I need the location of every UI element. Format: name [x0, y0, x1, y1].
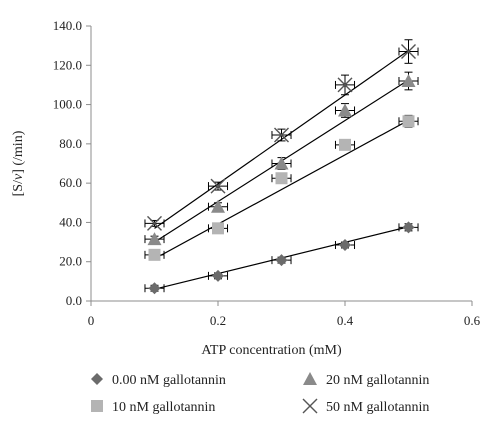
axes [86, 25, 473, 306]
legend-marker-diamond [91, 373, 103, 385]
data-point [402, 221, 415, 234]
data-point [338, 103, 352, 117]
marker-diamond [339, 239, 351, 252]
tick-labels: 0.0 20.0 40.0 60.0 80.0 100.0 120.0 140.0 0 0.2 0.… [53, 18, 481, 328]
data-point [401, 74, 416, 87]
legend-label: 50 nM gallotannin [326, 400, 429, 415]
data-point [339, 138, 351, 151]
marker-cross [401, 44, 416, 60]
data-point [274, 127, 289, 143]
x-tick-label: 0.6 [464, 313, 481, 328]
y-tick-label: 60.0 [59, 175, 82, 190]
data-point [148, 248, 161, 261]
data-point [211, 199, 225, 213]
marker-square [275, 172, 288, 185]
legend-marker-cross [302, 398, 318, 414]
legend-item: 20 nM gallotannin [303, 372, 429, 388]
marker-diamond [212, 269, 224, 282]
x-tick-label: 0.2 [210, 313, 226, 328]
data-point [212, 269, 224, 282]
marker-triangle [303, 372, 317, 385]
y-tick-label: 40.0 [59, 214, 82, 229]
legend: 0.00 nM gallotannin 20 nM gallotannin 10… [91, 372, 429, 415]
x-tick-label: 0 [88, 313, 95, 328]
marker-cross [337, 77, 353, 93]
legend-label: 10 nM gallotannin [112, 400, 215, 415]
legend-item: 50 nM gallotannin [302, 398, 429, 415]
legend-marker-triangle [303, 372, 317, 385]
y-tick-label: 80.0 [59, 136, 82, 151]
legend-marker-square [91, 400, 103, 412]
marker-triangle [338, 103, 352, 117]
marker-square [339, 138, 351, 151]
marker-square [148, 248, 161, 261]
y-axis-title-part: [S/ [11, 180, 26, 196]
y-axis-title: [S/v] (/min) [11, 130, 26, 196]
legend-item: 0.00 nM gallotannin [91, 373, 226, 388]
legend-label: 0.00 nM gallotannin [112, 373, 226, 388]
marker-square [212, 222, 224, 235]
marker-diamond [402, 221, 415, 234]
data-point [402, 115, 415, 128]
data-point [337, 77, 353, 93]
y-tick-label: 120.0 [53, 57, 82, 72]
marker-diamond [275, 254, 288, 267]
data-point [275, 172, 288, 185]
fit-line [154, 119, 409, 260]
data-point [148, 282, 161, 295]
marker-triangle [147, 232, 162, 246]
marker-diamond [148, 282, 161, 295]
data-point [212, 222, 224, 235]
y-tick-label: 100.0 [53, 97, 82, 112]
marker-triangle [401, 74, 416, 87]
data-point [275, 254, 288, 267]
marker-cross [210, 178, 226, 194]
marker-triangle [274, 156, 289, 170]
marker-cross [274, 127, 289, 143]
data-point [274, 156, 289, 170]
data-point [210, 178, 226, 194]
marker-cross [147, 215, 162, 231]
y-axis-title-part: ] (/min) [11, 130, 26, 173]
x-tick-label: 0.4 [337, 313, 354, 328]
y-tick-label: 0.0 [66, 293, 82, 308]
legend-item: 10 nM gallotannin [91, 400, 215, 415]
y-axis-title-part: v [11, 173, 26, 180]
y-tick-label: 140.0 [53, 18, 82, 33]
marker-square [402, 115, 415, 128]
legend-label: 20 nM gallotannin [326, 373, 429, 388]
data-point [401, 44, 416, 60]
data-point [147, 215, 162, 231]
marker-triangle [211, 199, 225, 213]
data-point [147, 232, 162, 246]
y-tick-label: 20.0 [59, 254, 82, 269]
data-points [147, 44, 416, 295]
marker-diamond [91, 373, 103, 385]
marker-cross [302, 398, 318, 414]
marker-square [91, 400, 103, 412]
data-point [339, 239, 351, 252]
x-axis-title: ATP concentration (mM) [201, 343, 342, 358]
